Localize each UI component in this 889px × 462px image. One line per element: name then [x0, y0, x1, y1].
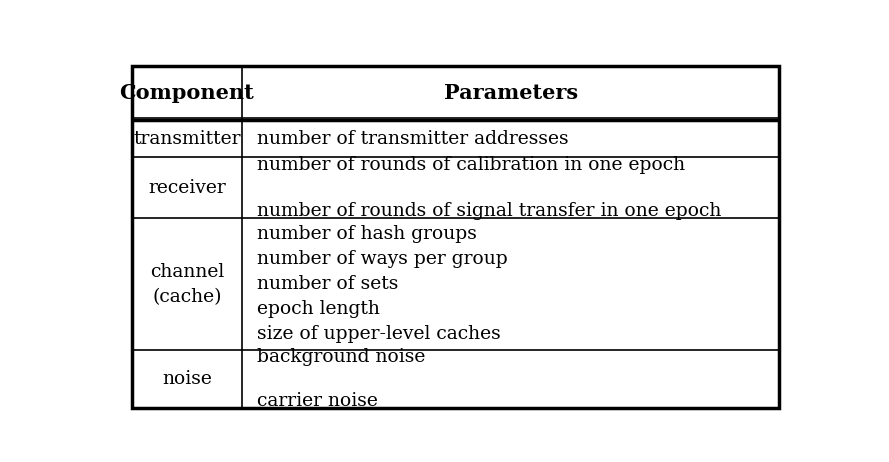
Text: noise: noise	[162, 370, 212, 388]
Text: size of upper-level caches: size of upper-level caches	[257, 325, 501, 343]
Text: epoch length: epoch length	[257, 300, 380, 318]
Text: number of transmitter addresses: number of transmitter addresses	[257, 130, 569, 148]
Text: number of rounds of calibration in one epoch: number of rounds of calibration in one e…	[257, 156, 685, 174]
Text: Component: Component	[119, 83, 254, 103]
Text: background noise: background noise	[257, 348, 426, 366]
Text: receiver: receiver	[148, 179, 226, 197]
Text: number of ways per group: number of ways per group	[257, 250, 508, 268]
Text: number of rounds of signal transfer in one epoch: number of rounds of signal transfer in o…	[257, 202, 722, 220]
Text: number of hash groups: number of hash groups	[257, 225, 477, 243]
Text: transmitter: transmitter	[133, 130, 241, 148]
Text: carrier noise: carrier noise	[257, 392, 378, 410]
Text: Parameters: Parameters	[444, 83, 578, 103]
Text: number of sets: number of sets	[257, 275, 398, 293]
Text: channel
(cache): channel (cache)	[149, 263, 224, 306]
